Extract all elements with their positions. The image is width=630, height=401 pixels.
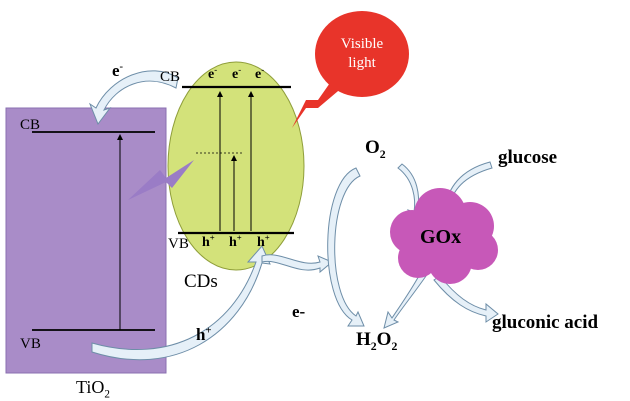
- cds-hole-2-base: h: [229, 235, 237, 250]
- cds-hole-1-base: h: [202, 235, 210, 250]
- h2o2-o: O: [376, 329, 392, 350]
- cds-electron-1: e-: [208, 65, 217, 82]
- cds-hole-3-charge: +: [264, 232, 270, 243]
- tio2-cb-label: CB: [20, 117, 41, 133]
- cds-hole-1-charge: +: [209, 232, 215, 243]
- visible-light-line1: Visible: [340, 36, 384, 52]
- electron-transfer-label: e-: [112, 62, 123, 79]
- tio2-name-sub: 2: [104, 388, 110, 401]
- e-minus-label: e-: [292, 302, 306, 321]
- gox-to-h2o2-arrow: [383, 273, 427, 329]
- o2-to-h2o2-arrow: [327, 167, 365, 327]
- cds-electron-3-base: e: [255, 67, 262, 82]
- o2-label: O2: [365, 137, 386, 160]
- cds-electron-2: e-: [232, 65, 241, 82]
- cds-electron-2-base: e: [232, 67, 239, 82]
- cds-hole-3: h+: [257, 233, 270, 250]
- cds-vb-label: VB: [168, 236, 189, 252]
- electron-transfer-base: e: [112, 61, 120, 80]
- visible-light-line2: light: [348, 55, 376, 71]
- visible-light-label: Visible light: [327, 35, 397, 73]
- purple-lightning-bolt-icon: [128, 160, 194, 200]
- glucose-label: glucose: [498, 147, 558, 168]
- hole-transfer-arrow: [91, 245, 271, 361]
- h2o2-h: H: [356, 329, 371, 350]
- cds-electron-3-charge: -: [261, 64, 265, 75]
- hole-transfer-label: h+: [196, 326, 211, 343]
- cds-ellipse: [167, 61, 305, 271]
- cds-electron-2-charge: -: [238, 64, 242, 75]
- cds-electron-3: e-: [255, 65, 264, 82]
- hole-transfer-base: h: [196, 325, 206, 344]
- tio2-vb-label: VB: [20, 336, 41, 352]
- visible-light-bubble: [315, 11, 409, 97]
- cds-hole-3-base: h: [257, 235, 265, 250]
- h2o2-label: H2O2: [356, 329, 397, 352]
- gluconic-acid-label: gluconic acid: [492, 312, 599, 333]
- hole-transfer-charge: +: [205, 325, 212, 337]
- o2-main: O: [365, 137, 380, 158]
- gox-label: GOx: [420, 226, 462, 248]
- gox-cloud: [390, 188, 498, 284]
- cds-hole-1: h+: [202, 233, 215, 250]
- tio2-name-main: TiO: [76, 377, 105, 397]
- o2-sub: 2: [379, 147, 386, 161]
- red-lightning-bolt-icon: [292, 80, 344, 128]
- electron-transfer-arrow: [88, 70, 179, 126]
- tio2-name-label: TiO2: [76, 377, 110, 400]
- h2o2-sub1: 2: [370, 339, 377, 353]
- cds-cb-label: CB: [160, 69, 181, 85]
- cds-electron-1-charge: -: [214, 64, 218, 75]
- cds-to-loop-arrow: [261, 254, 333, 274]
- cds-hole-2-charge: +: [236, 232, 242, 243]
- h2o2-sub2: 2: [391, 339, 398, 353]
- tio2-block: [5, 107, 167, 374]
- gox-to-gluconic-arrow: [433, 275, 499, 323]
- cds-electron-1-base: e: [208, 67, 215, 82]
- cds-hole-2: h+: [229, 233, 242, 250]
- electron-transfer-charge: -: [119, 61, 124, 73]
- cds-name-label: CDs: [184, 271, 218, 292]
